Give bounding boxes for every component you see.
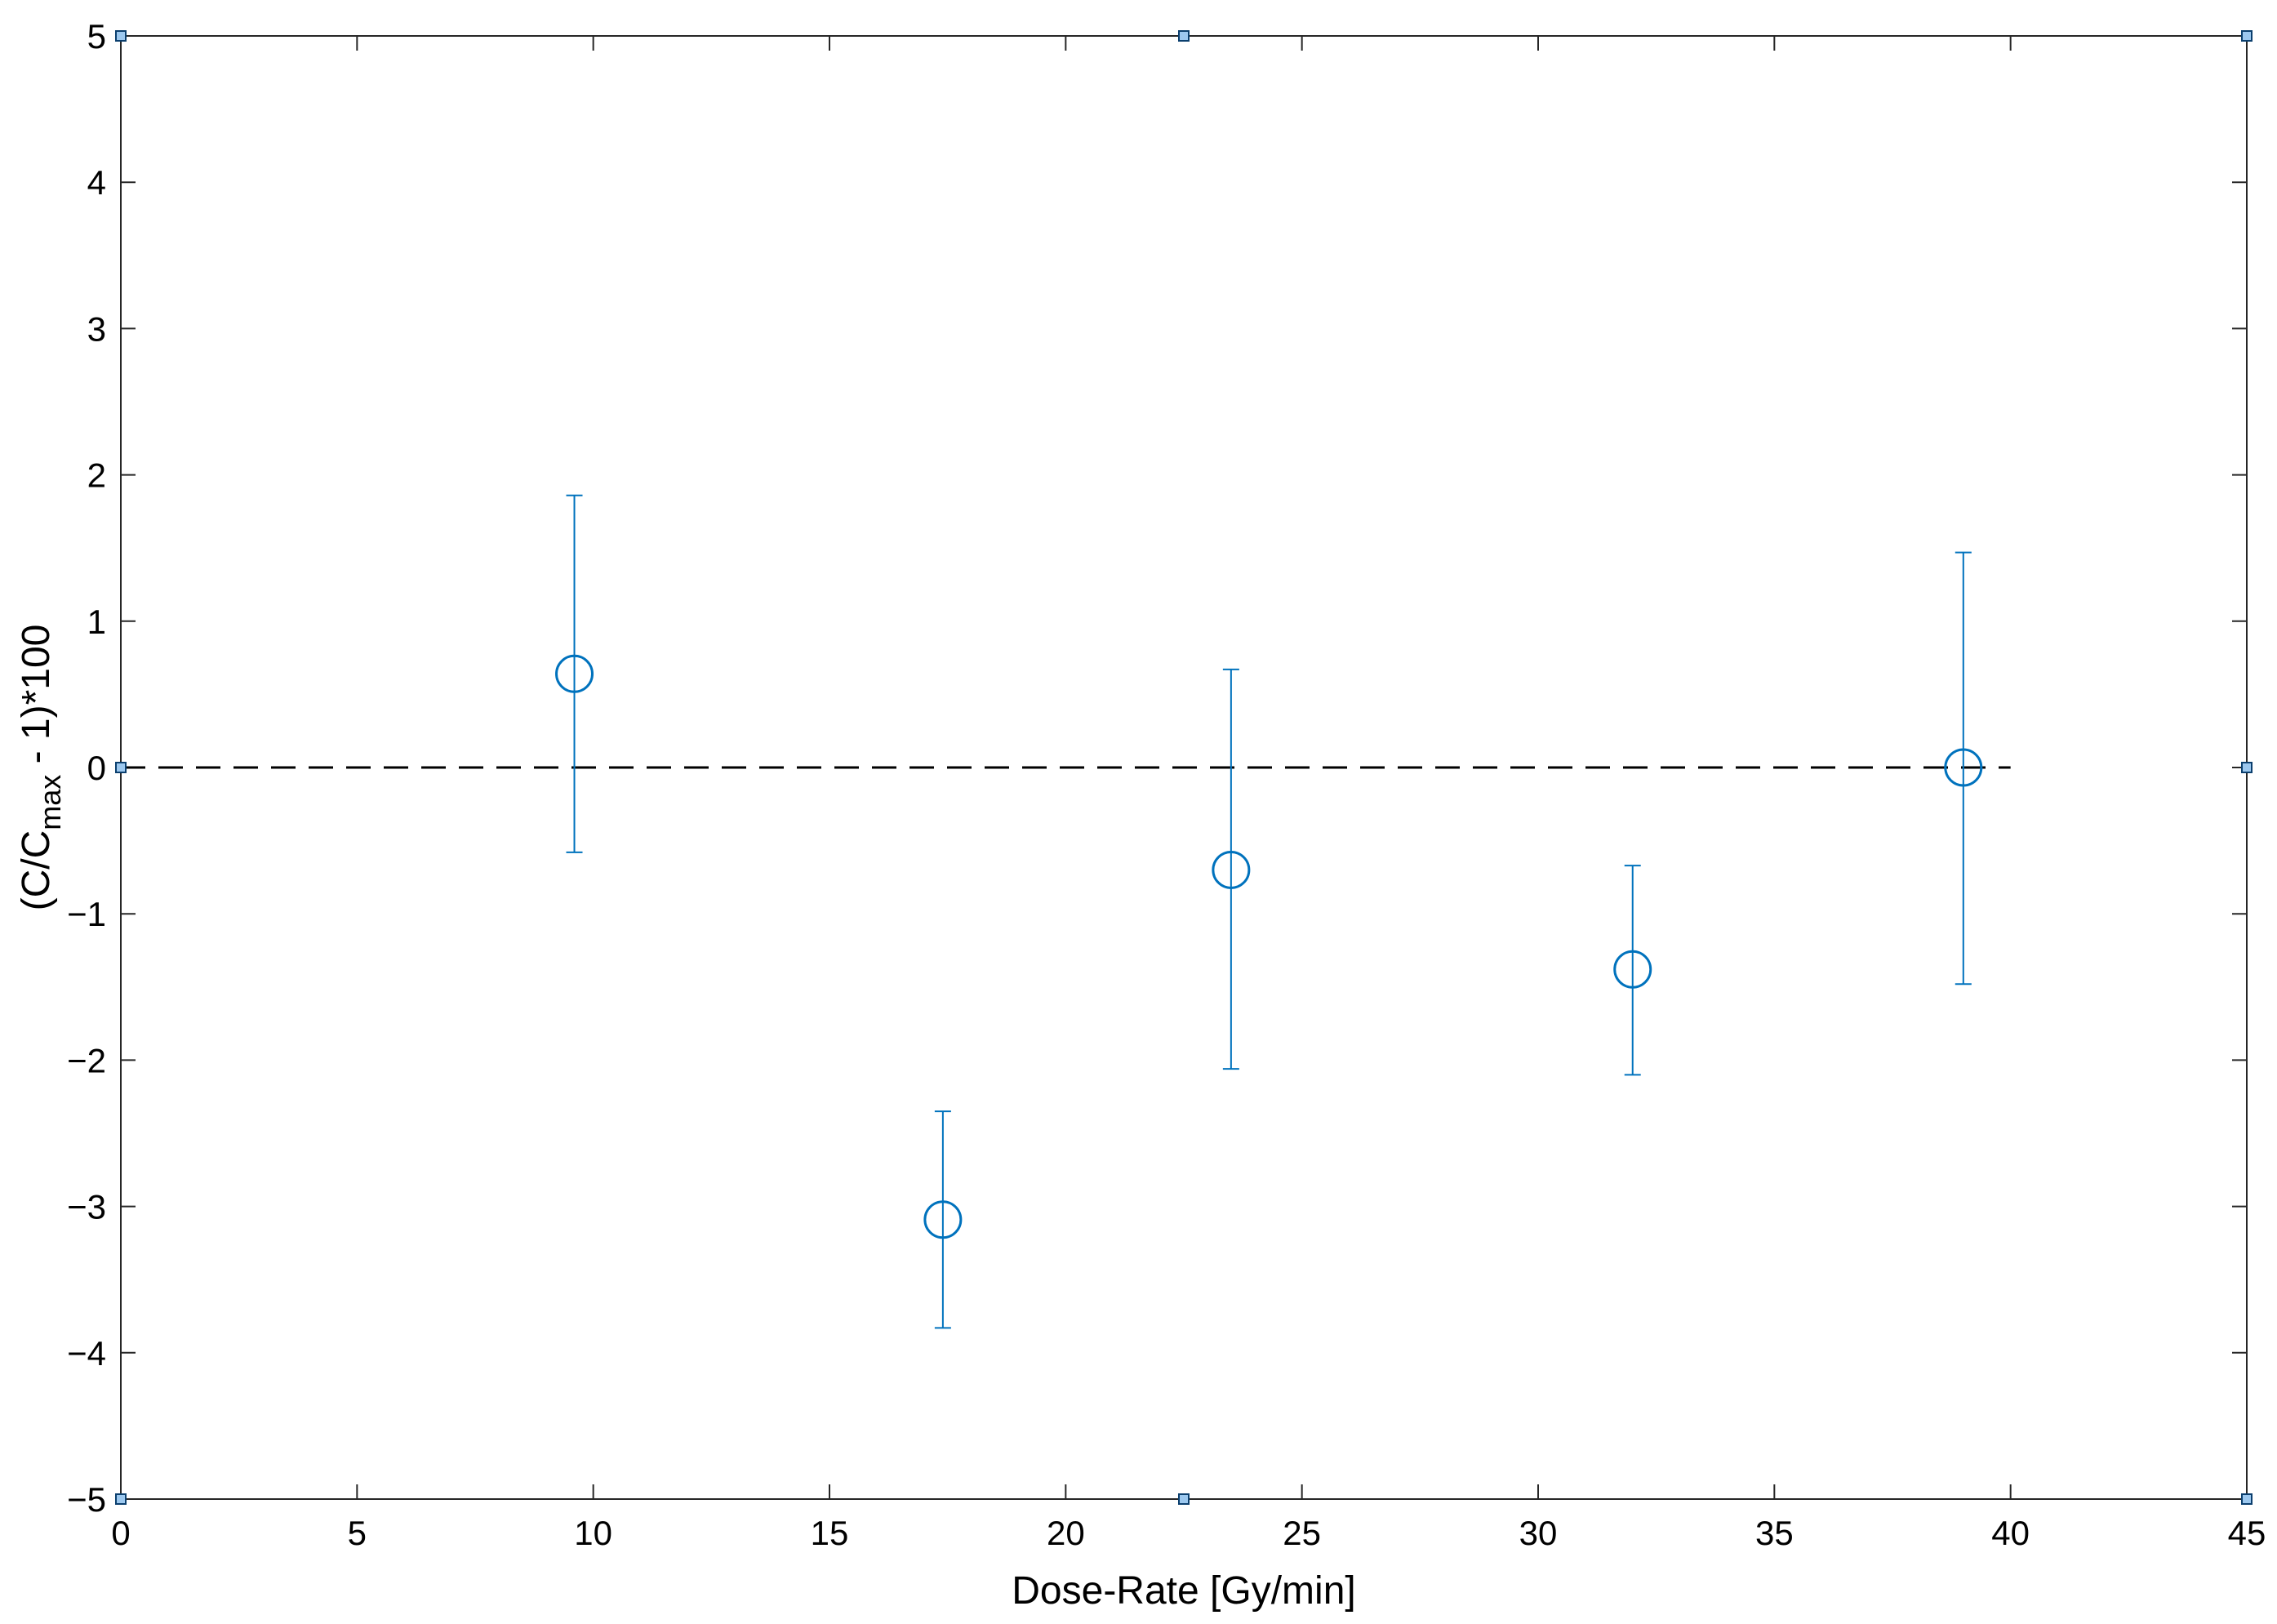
y-tick-label: 3 <box>87 309 106 348</box>
frame-marker <box>115 762 127 773</box>
x-tick-label: 0 <box>111 1514 130 1552</box>
y-tick-label: 1 <box>87 603 106 641</box>
x-tick-label: 15 <box>811 1514 849 1552</box>
x-tick-label: 45 <box>2228 1514 2266 1552</box>
y-axis-label-subscript: max <box>33 775 67 830</box>
y-axis-label-prefix: (C/C <box>15 830 58 911</box>
y-tick-label: 5 <box>87 17 106 56</box>
x-tick-label: 20 <box>1047 1514 1085 1552</box>
frame-marker <box>2241 1493 2253 1505</box>
axis-ticks <box>120 35 2248 1500</box>
data-point <box>1212 850 1251 889</box>
y-tick-label: −5 <box>67 1480 106 1519</box>
data-point <box>1613 950 1652 989</box>
y-axis-label-suffix: - 1)*100 <box>15 625 58 775</box>
y-tick-label: −2 <box>67 1041 106 1079</box>
x-tick-label: 10 <box>574 1514 612 1552</box>
y-tick-label: 2 <box>87 456 106 495</box>
data-point <box>1944 748 1983 787</box>
frame-marker <box>115 1493 127 1505</box>
frame-marker <box>1178 1493 1190 1505</box>
data-point <box>923 1200 963 1239</box>
y-tick-label: −4 <box>67 1334 106 1373</box>
frame-marker <box>115 30 127 42</box>
y-tick-label: 4 <box>87 163 106 202</box>
frame-marker <box>2241 30 2253 42</box>
y-axis-label: (C/Cmax - 1)*100 <box>15 625 67 911</box>
data-point <box>555 654 594 693</box>
x-axis-label: Dose-Rate [Gy/min] <box>1012 1569 1355 1613</box>
y-tick-label: −3 <box>67 1188 106 1226</box>
data-points <box>555 654 1983 1239</box>
y-tick-labels: −5 −4 −3 −2 −1 0 1 2 3 4 5 <box>67 17 106 1519</box>
y-tick-label: 0 <box>87 749 106 787</box>
y-tick-label: −1 <box>67 895 106 933</box>
error-bars <box>566 494 1972 1329</box>
x-tick-label: 5 <box>348 1514 367 1552</box>
frame-marker <box>1178 30 1190 42</box>
x-tick-label: 40 <box>1991 1514 2030 1552</box>
corner-markers <box>115 30 2253 1505</box>
x-tick-label: 25 <box>1283 1514 1321 1552</box>
x-tick-labels: 0 5 10 15 20 25 30 35 40 45 <box>111 1514 2266 1552</box>
x-tick-label: 30 <box>1519 1514 1558 1552</box>
frame-marker <box>2241 762 2253 773</box>
x-tick-label: 35 <box>1755 1514 1794 1552</box>
